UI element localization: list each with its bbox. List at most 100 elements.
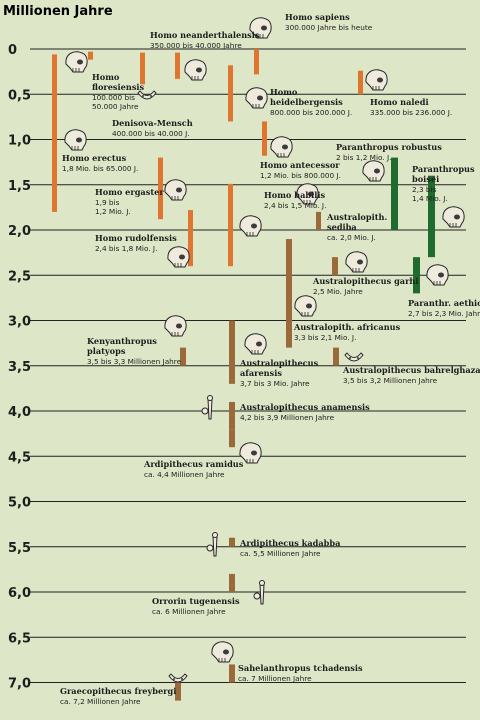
species-name: Australopithecus — [239, 358, 319, 368]
homo-habilis-label: Homo habilis 2,4 bis 1,5 Mio. J. — [264, 190, 326, 210]
species-name: platyops — [87, 346, 126, 356]
species-dating: 1,4 Mio. J. — [412, 194, 448, 203]
tick-label: 5,0 — [8, 496, 31, 511]
homo-rudolfensis-label: Homo rudolfensis 2,4 bis 1,8 Mio. J. — [95, 233, 177, 253]
platyops-skull-icon — [164, 315, 187, 337]
habilis-skull-icon — [239, 215, 262, 237]
species-name: afarensis — [240, 368, 282, 378]
tick-label: 2,0 — [8, 224, 31, 239]
homo-ergaster-label: Homo ergaster 1,9 bis 1,2 Mio. J. — [95, 187, 164, 216]
sahelanthropus-tchadensis-bar — [229, 664, 235, 683]
species-dating: 1,2 Mio. bis 800.000 J. — [260, 171, 341, 180]
ergaster-skull-icon — [164, 179, 187, 201]
species-name: Denisova-Mensch — [112, 118, 193, 128]
ardipithecus-ramidus-bar — [229, 429, 235, 448]
species-dating: 2,7 bis 2,3 Mio. Jahre — [408, 309, 480, 318]
species-dating: 100.000 bis — [92, 93, 135, 102]
australopithecus-afarensis-label: Australopithecus afarensis 3,7 bis 3 Mio. … — [239, 358, 319, 388]
homo-floresiensis-bar — [88, 51, 93, 60]
paranthr-aethiopicus-bar — [413, 257, 420, 294]
australopith-sediba-label: Australopith. sediba ca. 2,0 Mio. J. — [326, 212, 387, 242]
axis-title: Millionen Jahre — [3, 4, 113, 19]
boisei-skull-icon — [442, 206, 465, 228]
sahelanthropus-skull-icon — [211, 641, 234, 663]
homo-sapiens-bar — [254, 49, 259, 75]
paranthropus-boisei-bar — [428, 175, 435, 258]
tick-label: 4,0 — [8, 405, 31, 420]
homo-habilis-bar — [228, 183, 233, 267]
species-dating: 400.000 bis 40.000 J. — [112, 129, 190, 138]
species-name: Australopithecus bahrelghazali — [342, 365, 480, 375]
species-name: Australopith. — [326, 212, 387, 222]
erectus-skull-icon — [64, 129, 87, 151]
homo-naledi-label: Homo naledi 335.000 bis 236.000 J. — [370, 97, 452, 117]
species-name: Australopithecus anamensis — [239, 402, 370, 412]
species-name: Homo rudolfensis — [95, 233, 177, 243]
species-dating: 335.000 bis 236.000 J. — [370, 108, 452, 117]
ardipithecus-kadabba-bar — [229, 537, 235, 547]
species-dating: 300.000 Jahre bis heute — [285, 23, 373, 32]
species-name: Sahelanthropus tchadensis — [238, 663, 363, 673]
homo-neanderthalensis-bar — [175, 52, 180, 79]
homo-neanderthalensis-label: Homo neanderthalensis 350.000 bis 40.000 … — [150, 30, 260, 50]
graecopithecus-freybergi-label: Graecopithecus freybergi ca. 7,2 Millione… — [60, 686, 176, 706]
tick-label: 4,5 — [8, 450, 31, 465]
species-bars — [52, 49, 435, 701]
tick-label: 2,5 — [8, 269, 31, 284]
species-name: sediba — [327, 222, 357, 232]
australopithecus-bahrelghazali-label: Australopithecus bahrelghazali 3,5 bis 3,… — [342, 365, 480, 385]
species-name: Australopithecus garhi — [312, 276, 418, 286]
paranthropus-robustus-bar — [391, 157, 398, 230]
denisova-label: Denisova-Mensch 400.000 bis 40.000 J. — [112, 118, 193, 138]
tick-label: 3,0 — [8, 315, 31, 330]
kenyanthropus-platyops-label: Kenyanthropus platyops 3,5 bis 3,3 Million… — [87, 336, 182, 366]
species-dating: 3,3 bis 2,1 Mio. J. — [294, 333, 356, 342]
australopith-africanus-bar — [286, 239, 292, 348]
bahrelghazali-jaw-icon — [344, 352, 364, 362]
species-name: Homo — [270, 87, 298, 97]
species-name: Homo neanderthalensis — [150, 30, 260, 40]
homo-naledi-bar — [358, 70, 363, 95]
sapiens-skull-icon — [249, 17, 272, 39]
australopithecus-anamensis-label: Australopithecus anamensis 4,2 bis 3,9 Mi… — [239, 402, 370, 422]
species-dating: ca. 6 Millionen Jahre — [152, 607, 226, 616]
tick-label: 1,5 — [8, 179, 31, 194]
homo-heidelbergensis-label: Homo heidelbergensis 800.000 bis 200.000 J… — [270, 87, 352, 117]
sediba-skull-icon — [296, 183, 319, 205]
tick-label: 6,0 — [8, 586, 31, 601]
species-name: Orrorin tugenensis — [152, 596, 240, 606]
species-name: Kenyanthropus — [87, 336, 157, 346]
species-name: boisei — [412, 174, 439, 184]
species-labels: Homo sapiens 300.000 Jahre bis heute Homo … — [60, 12, 480, 706]
species-dating: 1,9 bis — [95, 198, 120, 207]
species-name: Homo sapiens — [285, 12, 350, 22]
neanderthal-skull-icon — [184, 59, 207, 81]
australopithecus-garhi-label: Australopithecus garhi 2,5 Mio. Jahre — [312, 276, 418, 296]
species-name: Paranthr. aethiopicus — [408, 298, 480, 308]
paranthr-aethiopicus-label: Paranthr. aethiopicus2,7 bis 2,3 Mio. Ja… — [408, 298, 480, 318]
species-dating: 1,8 Mio. bis 65.000 J. — [62, 164, 138, 173]
species-dating: ca. 2,0 Mio. J. — [327, 233, 376, 242]
kadabba-bones-icon — [206, 532, 218, 557]
species-dating: ca. 5,5 Millionen Jahre — [240, 549, 321, 558]
homo-rudolfensis-bar — [188, 210, 193, 267]
species-name: Ardipithecus kadabba — [239, 538, 341, 548]
ardipithecus-kadabba-label: Ardipithecus kadabba ca. 5,5 Millionen Ja… — [239, 538, 341, 558]
ardipithecus-ramidus-label: Ardipithecus ramidus ca. 4,4 Millionen Ja… — [143, 459, 244, 479]
garhi-skull-icon — [345, 251, 368, 273]
aethiopicus-skull-icon — [426, 264, 449, 286]
australopith-africanus-label: Australopith. africanus 3,3 bis 2,1 Mio. … — [293, 322, 401, 342]
rudolfensis-skull-icon — [167, 246, 190, 268]
homo-erectus-label: Homo erectus 1,8 Mio. bis 65.000 J. — [62, 153, 138, 173]
australopithecus-garhi-bar — [332, 257, 338, 276]
species-dating: 50.000 Jahre — [92, 102, 139, 111]
tick-label: 0,5 — [8, 88, 31, 103]
robustus-skull-icon — [362, 160, 385, 182]
species-name: Australopith. africanus — [293, 322, 401, 332]
australopithecus-anamensis-bar — [229, 401, 235, 430]
species-dating: 350.000 bis 40.000 Jahre — [150, 41, 242, 50]
homo-antecessor-bar — [262, 121, 267, 156]
species-name: Homo erectus — [62, 153, 127, 163]
paranthropus-boisei-label: Paranthropus boisei 2,3 bis 1,4 Mio. J. — [412, 164, 475, 203]
